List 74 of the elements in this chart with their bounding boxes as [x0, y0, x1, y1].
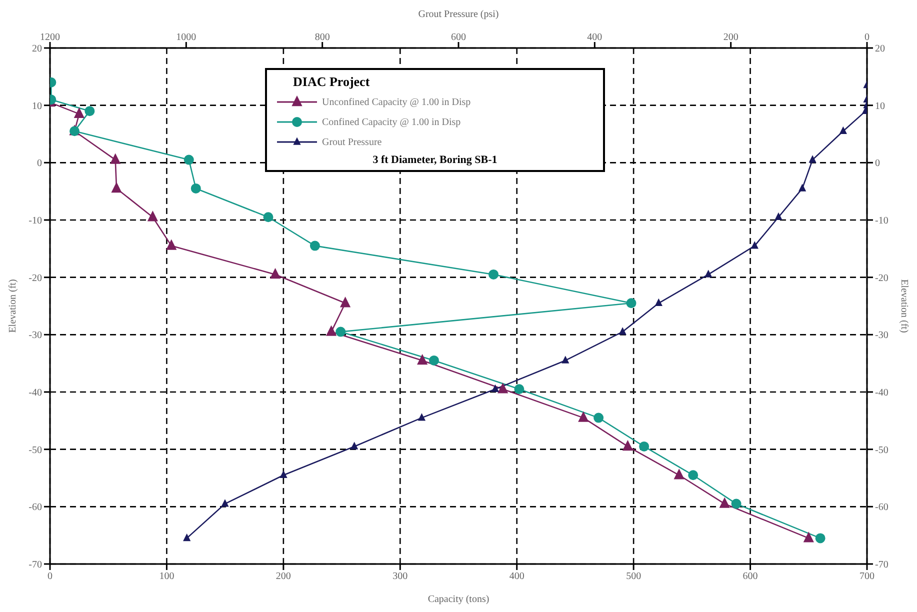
x2-tick-label: 0: [864, 32, 870, 43]
point: [626, 298, 636, 308]
y-tick-label: 0: [37, 158, 42, 170]
y2-tick-label: -40: [875, 388, 888, 399]
y-tick-label: -30: [28, 330, 42, 342]
point: [263, 212, 274, 222]
point: [514, 384, 524, 394]
x2-tick-label: 400: [587, 32, 602, 43]
y2-axis-title: Elevation (ft): [898, 279, 910, 333]
y-tick-label: -20: [28, 272, 42, 284]
legend-label: Grout Pressure: [322, 136, 382, 148]
text: 3 ft Diameter, Boring SB-1: [372, 154, 498, 166]
point: [110, 154, 120, 164]
y2-tick-label: 20: [875, 44, 885, 55]
y2-tick-label: -60: [875, 502, 888, 514]
y2-tick-label: -70: [875, 560, 888, 571]
x-tick-label: 200: [276, 571, 291, 582]
legend-title: DIAC Project: [293, 74, 371, 90]
point: [428, 355, 439, 366]
point: [417, 354, 428, 365]
point: [488, 269, 499, 280]
point: [731, 498, 742, 509]
point: [84, 106, 95, 116]
x2-tick-label: 200: [723, 32, 738, 43]
point: [578, 412, 588, 422]
point: [688, 470, 698, 480]
x-tick-label: 100: [159, 571, 174, 582]
legend-label: Unconfined Capacity @ 1.00 in Disp: [322, 96, 471, 108]
point: [184, 154, 194, 165]
x-tick-label: 400: [509, 571, 524, 582]
y2-tick-label: -50: [875, 444, 888, 456]
y-tick-label: -70: [28, 560, 42, 571]
point: [310, 240, 320, 251]
x-axis-title: Capacity (tons): [428, 594, 490, 605]
point: [336, 326, 346, 337]
x2-tick-label: 1000: [176, 32, 196, 43]
point: [166, 240, 176, 250]
x-tick-label: 0: [48, 571, 52, 582]
y-tick-label: -10: [28, 216, 42, 227]
point: [720, 498, 730, 508]
y-axis-title: Elevation (ft): [8, 279, 19, 333]
y-tick-label: 10: [32, 100, 42, 112]
point: [594, 412, 604, 423]
legend-label: Confined Capacity @ 1.00 in Disp: [322, 116, 461, 128]
point: [112, 182, 122, 193]
x-tick-label: 300: [392, 571, 408, 582]
x2-tick-label: 800: [314, 32, 330, 43]
x2-tick-label: 1200: [40, 32, 60, 43]
point: [622, 440, 633, 451]
point: [498, 383, 508, 394]
point: [326, 326, 336, 336]
x2-tick-label: 600: [451, 32, 466, 43]
point: [815, 533, 826, 544]
y2-tick-label: -10: [875, 216, 888, 227]
point: [804, 532, 814, 542]
y2-tick-label: -20: [875, 272, 888, 284]
y-tick-label: -60: [28, 502, 42, 514]
point: [148, 211, 158, 222]
y2-tick-label: 10: [875, 100, 885, 112]
y-tick-label: 20: [32, 44, 42, 55]
point: [639, 441, 650, 452]
point: [674, 469, 684, 480]
point: [340, 297, 350, 308]
x-tick-label: 500: [626, 571, 642, 582]
y-tick-label: -40: [28, 388, 42, 399]
point: [270, 268, 280, 279]
y2-tick-label: 0: [875, 158, 880, 170]
x-tick-label: 600: [742, 571, 758, 582]
y2-tick-label: -30: [875, 330, 888, 342]
point: [190, 183, 201, 194]
y-tick-label: -50: [28, 444, 42, 456]
point: [74, 108, 84, 118]
x2-axis-title: Grout Pressure (psi): [418, 9, 499, 20]
x-tick-label: 700: [860, 571, 874, 582]
